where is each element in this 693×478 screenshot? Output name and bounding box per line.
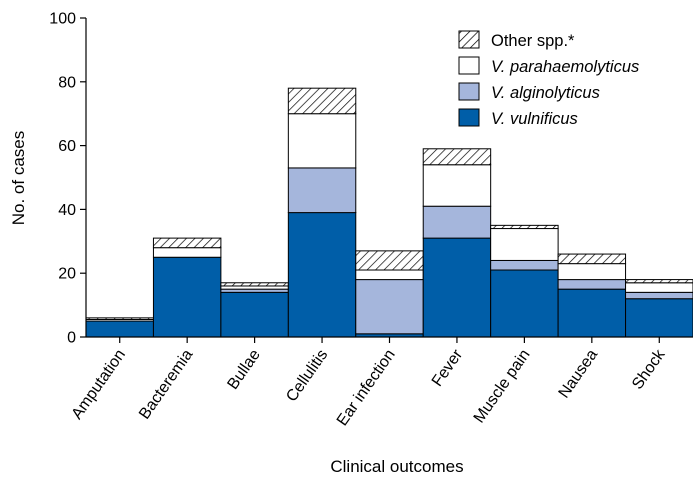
- y-tick-label-100: 100: [49, 11, 76, 28]
- bars-layer: [85, 87, 693, 338]
- bar-fever-v-parahaemolyticus: [422, 164, 492, 207]
- y-axis-title: No. of cases: [9, 131, 28, 226]
- bar-muscle-pain-v-vulnificus: [490, 269, 559, 338]
- legend-swatch-v-parahaemolyticus: [458, 56, 480, 75]
- axes-layer: [80, 17, 693, 343]
- x-tick-label-bacteremia: Bacteremia: [136, 346, 196, 422]
- bar-muscle-pain-v-alginolyticus: [490, 259, 559, 271]
- legend-label-other-spp: Other spp.*: [491, 32, 575, 50]
- bar-fever-other-spp: [422, 148, 492, 166]
- bar-shock-v-alginolyticus: [625, 291, 693, 300]
- bar-shock-other-spp: [625, 279, 693, 284]
- bar-bacteremia-v-parahaemolyticus: [152, 247, 222, 258]
- bar-cellulitis-v-alginolyticus: [287, 167, 357, 214]
- legend-swatch-v-vulnificus: [458, 108, 480, 127]
- y-tick-label-40: 40: [58, 202, 76, 219]
- x-tick-label-amputation: Amputation: [69, 347, 129, 423]
- bar-ear-infection-other-spp: [355, 250, 424, 271]
- x-tick-label-muscle-pain: Muscle pain: [471, 347, 534, 427]
- bar-amputation-v-vulnificus: [85, 320, 154, 338]
- bar-nausea-other-spp: [557, 253, 627, 265]
- bar-nausea-v-alginolyticus: [557, 279, 627, 290]
- bar-amputation-other-spp: [85, 317, 154, 320]
- bar-nausea-v-vulnificus: [557, 288, 627, 338]
- bar-bacteremia-other-spp: [152, 237, 222, 249]
- y-tick-label-20: 20: [58, 266, 76, 283]
- x-axis-title: Clinical outcomes: [330, 457, 463, 476]
- x-tick-labels: Amputation Bacteremia Bullae Cellulitis Ear …: [69, 346, 669, 429]
- x-tick-label-shock: Shock: [629, 346, 669, 393]
- legend-label-v-alginolyticus: V. alginolyticus: [491, 84, 600, 102]
- x-tick-label-fever: Fever: [429, 346, 467, 390]
- bar-ear-infection-v-parahaemolyticus: [355, 269, 424, 281]
- bar-muscle-pain-v-parahaemolyticus: [490, 228, 559, 261]
- bar-cellulitis-v-parahaemolyticus: [287, 113, 357, 169]
- bar-nausea-v-parahaemolyticus: [557, 263, 627, 281]
- bar-cellulitis-other-spp: [287, 87, 357, 115]
- bar-bacteremia-v-vulnificus: [152, 256, 222, 338]
- legend-label-v-vulnificus: V. vulnificus: [491, 110, 578, 128]
- x-tick-label-ear-infection: Ear infection: [334, 347, 399, 430]
- legend-swatch-v-alginolyticus: [458, 82, 480, 101]
- y-tick-label-0: 0: [67, 330, 76, 347]
- bar-fever-v-vulnificus: [422, 237, 492, 338]
- bar-shock-v-vulnificus: [625, 298, 693, 338]
- bar-fever-v-alginolyticus: [422, 205, 492, 239]
- bar-shock-v-parahaemolyticus: [625, 282, 693, 293]
- y-tick-label-60: 60: [58, 138, 76, 155]
- y-tick-label-80: 80: [58, 74, 76, 91]
- x-tick-label-cellulitis: Cellulitis: [283, 347, 331, 406]
- bar-cellulitis-v-vulnificus: [287, 212, 357, 338]
- bar-ear-infection-v-alginolyticus: [355, 279, 424, 335]
- y-tick-labels: 0 20 40 60 80 100: [49, 11, 76, 347]
- x-tick-label-nausea: Nausea: [556, 346, 602, 401]
- legend: Other spp.* V. parahaemolyticus V. alginol…: [458, 30, 639, 128]
- legend-label-v-parahaemolyticus: V. parahaemolyticus: [491, 58, 639, 76]
- legend-swatch-other-spp: [458, 30, 480, 49]
- bar-bullae-other-spp: [220, 282, 289, 287]
- bar-bullae-v-vulnificus: [220, 291, 289, 338]
- bar-muscle-pain-other-spp: [490, 224, 559, 230]
- x-tick-label-bullae: Bullae: [224, 346, 263, 392]
